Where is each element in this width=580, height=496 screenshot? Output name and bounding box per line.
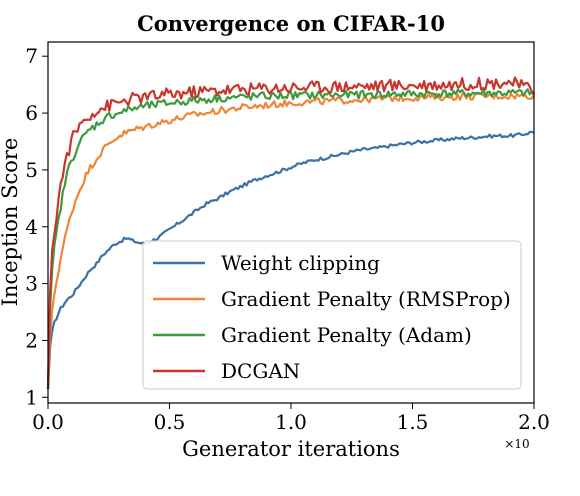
plot-series-group: [46, 76, 536, 389]
legend-label-3: Gradient Penalty (Adam): [221, 323, 472, 347]
x-axis-label: Generator iterations: [182, 437, 400, 461]
y-tick-label: 4: [25, 215, 38, 239]
legend-label-4: DCGAN: [221, 359, 300, 383]
x-axis-ticks: 0.0 0.5 1.0 1.5 2.0: [32, 403, 550, 434]
y-tick-label: 1: [25, 385, 38, 409]
series-line-4: [46, 76, 535, 389]
legend-label-1: Weight clipping: [221, 251, 380, 275]
x-tick-label: 1.0: [275, 410, 307, 434]
y-axis-ticks: 1 2 3 4 5 6 7: [25, 44, 48, 409]
x-tick-label: 2.0: [518, 410, 550, 434]
y-tick-label: 3: [25, 272, 38, 296]
legend-box: [142, 240, 522, 390]
x-axis-multiplier: ×10: [504, 437, 529, 451]
legend-label-2: Gradient Penalty (RMSProp): [221, 287, 511, 311]
legend-items: Weight clipping Gradient Penalty (RMSProp…: [153, 251, 511, 383]
y-tick-label: 5: [25, 158, 38, 182]
series-line-3: [46, 88, 535, 389]
x-tick-label: 0.5: [154, 410, 186, 434]
y-tick-label: 2: [25, 328, 38, 352]
y-tick-label: 6: [25, 101, 38, 125]
legend: Weight clipping Gradient Penalty (RMSProp…: [142, 240, 522, 390]
x-tick-label: 1.5: [397, 410, 429, 434]
chart-title: Convergence on CIFAR-10: [137, 11, 445, 36]
series-line-1: [46, 130, 535, 389]
series-line-2: [46, 92, 536, 389]
x-tick-label: 0.0: [32, 410, 64, 434]
y-axis-label: Inception Score: [0, 138, 22, 307]
y-tick-label: 7: [25, 44, 38, 68]
